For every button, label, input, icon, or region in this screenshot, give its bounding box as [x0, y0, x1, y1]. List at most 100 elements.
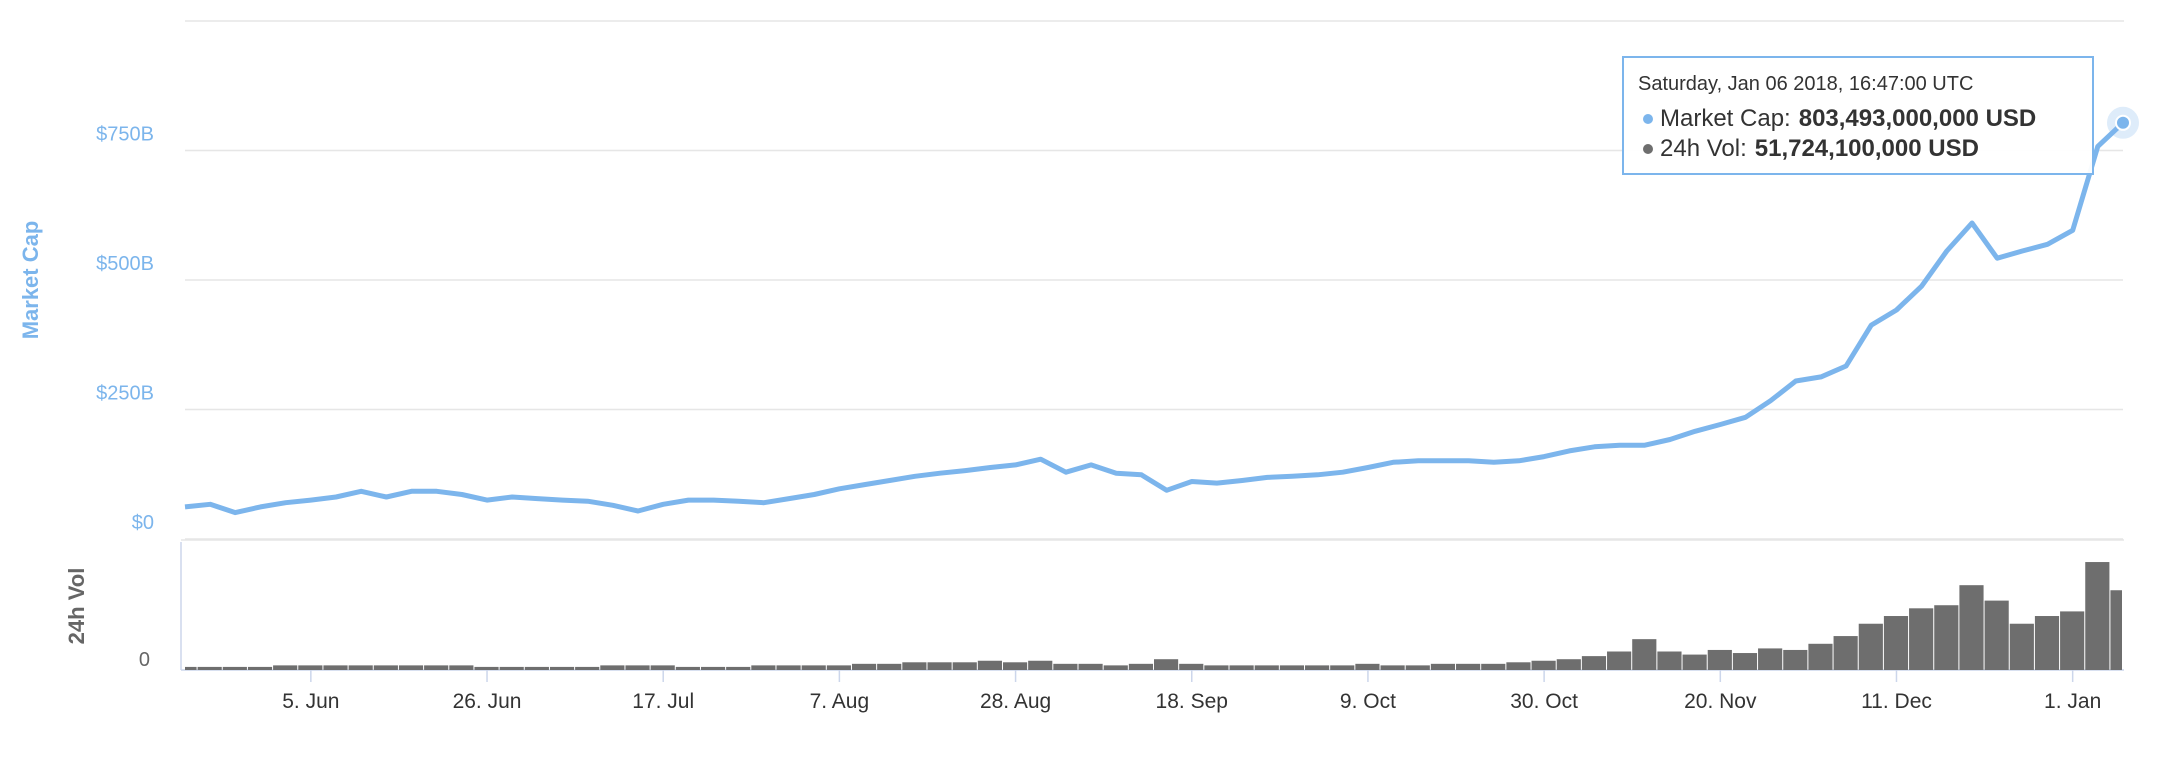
volume-bar	[1103, 665, 1128, 670]
tooltip-value: 51,724,100,000 USD	[1755, 135, 1979, 162]
volume-bar	[398, 665, 424, 670]
volume-bar	[1732, 653, 1758, 670]
volume-bar	[1984, 600, 2009, 670]
volume-bar	[2034, 616, 2060, 670]
x-tick-label: 7. Aug	[810, 690, 870, 713]
volume-bar	[273, 665, 298, 670]
volume-bar	[185, 666, 197, 670]
volume-bar	[1229, 665, 1254, 670]
volume-bar	[222, 666, 247, 670]
y2-axis-title: 24h Vol	[64, 568, 89, 645]
volume-bar	[600, 665, 625, 670]
volume-bar	[2110, 590, 2122, 670]
volume-bar	[826, 665, 851, 670]
volume-bar	[1758, 648, 1783, 670]
tooltip-row: Market Cap: 803,493,000,000 USD	[1660, 105, 2036, 132]
volume-bar	[726, 666, 751, 670]
tooltip: Saturday, Jan 06 2018, 16:47:00 UTC Mark…	[1622, 56, 2094, 175]
volume-bar	[1305, 665, 1330, 670]
volume-bar	[1154, 659, 1179, 670]
volume-bar	[927, 662, 952, 670]
volume-bar	[1581, 656, 1607, 670]
volume-bar	[851, 663, 877, 670]
volume-bar	[1430, 663, 1456, 670]
volume-bar	[1405, 665, 1430, 670]
volume-bar	[700, 666, 726, 670]
volume-bar	[1481, 663, 1506, 670]
volume-bar	[575, 666, 600, 670]
volume-bar	[1078, 663, 1103, 670]
volume-bar	[1783, 649, 1808, 670]
volume-bar	[1330, 665, 1355, 670]
volume-bar	[1883, 616, 1909, 670]
x-tick-label: 28. Aug	[980, 690, 1051, 713]
plot-area: $0 $250B $500B $750B 0 5. Jun 26. Jun 17. Jul 7.…	[96, 106, 2139, 713]
volume-bar	[1204, 665, 1229, 670]
volume-bar	[323, 665, 348, 670]
tooltip-bullet	[1643, 144, 1653, 154]
volume-bar	[1028, 660, 1053, 670]
volume-bar	[1833, 636, 1858, 670]
volume-bar	[801, 665, 826, 670]
volume-bar	[650, 665, 675, 670]
x-tick-label: 9. Oct	[1340, 690, 1396, 713]
volume-bar	[1279, 665, 1305, 670]
hover-point	[2115, 114, 2131, 131]
volume-bar	[675, 666, 700, 670]
volume-bar	[1959, 585, 1984, 670]
volume-bar	[1179, 663, 1204, 670]
volume-bar	[1707, 649, 1732, 670]
volume-bar	[2009, 623, 2034, 670]
y-tick-label: $750B	[96, 124, 154, 146]
y2-tick-label: 0	[139, 649, 150, 671]
volume-bar	[1002, 662, 1028, 670]
volume-bar	[751, 665, 776, 670]
tooltip-label: 24h Vol:	[1660, 135, 1747, 162]
x-tick-label: 11. Dec	[1861, 690, 1932, 713]
x-tick-label: 20. Nov	[1684, 690, 1757, 713]
volume-bar	[952, 662, 977, 670]
volume-bar	[1053, 663, 1078, 670]
volume-bar	[1808, 643, 1833, 670]
volume-bar	[625, 665, 650, 670]
volume-bar	[1556, 659, 1581, 670]
volume-bar	[549, 666, 575, 670]
y-tick-label: $500B	[96, 253, 154, 275]
volume-bar	[1506, 662, 1531, 670]
volume-bar	[1380, 665, 1405, 670]
volume-bar	[902, 662, 927, 670]
volume-bar	[1355, 663, 1380, 670]
x-tick-label: 17. Jul	[632, 690, 694, 713]
tooltip-row: 24h Vol: 51,724,100,000 USD	[1660, 135, 1979, 162]
tooltip-bullet	[1643, 114, 1653, 124]
volume-bar	[1934, 605, 1959, 670]
volume-bar	[373, 665, 398, 670]
volume-bar	[2085, 562, 2110, 670]
x-tick-label: 30. Oct	[1510, 690, 1578, 713]
volume-bar	[348, 665, 373, 670]
volume-bar	[298, 665, 323, 670]
volume-bar	[524, 666, 549, 670]
volume-bar	[1657, 651, 1682, 670]
x-tick-label: 18. Sep	[1156, 690, 1228, 713]
volume-bar	[1128, 663, 1153, 670]
tooltip-title: Saturday, Jan 06 2018, 16:47:00 UTC	[1638, 73, 1973, 95]
y-tick-label: $250B	[96, 383, 154, 405]
volume-bar	[499, 666, 524, 670]
volume-bar	[449, 665, 474, 670]
x-tick-label: 26. Jun	[453, 690, 522, 713]
tooltip-label: Market Cap:	[1660, 105, 1791, 132]
volume-bar	[1607, 651, 1632, 670]
volume-bar	[197, 666, 222, 670]
volume-bar	[424, 665, 449, 670]
volume-bar	[776, 665, 801, 670]
volume-bar	[1632, 639, 1657, 670]
tooltip-value: 803,493,000,000 USD	[1799, 105, 2037, 132]
volume-bar	[2060, 611, 2085, 670]
x-tick-label: 1. Jan	[2044, 690, 2101, 713]
volume-bar	[1254, 665, 1279, 670]
x-tick-label: 5. Jun	[282, 690, 339, 713]
volume-bar	[247, 666, 273, 670]
